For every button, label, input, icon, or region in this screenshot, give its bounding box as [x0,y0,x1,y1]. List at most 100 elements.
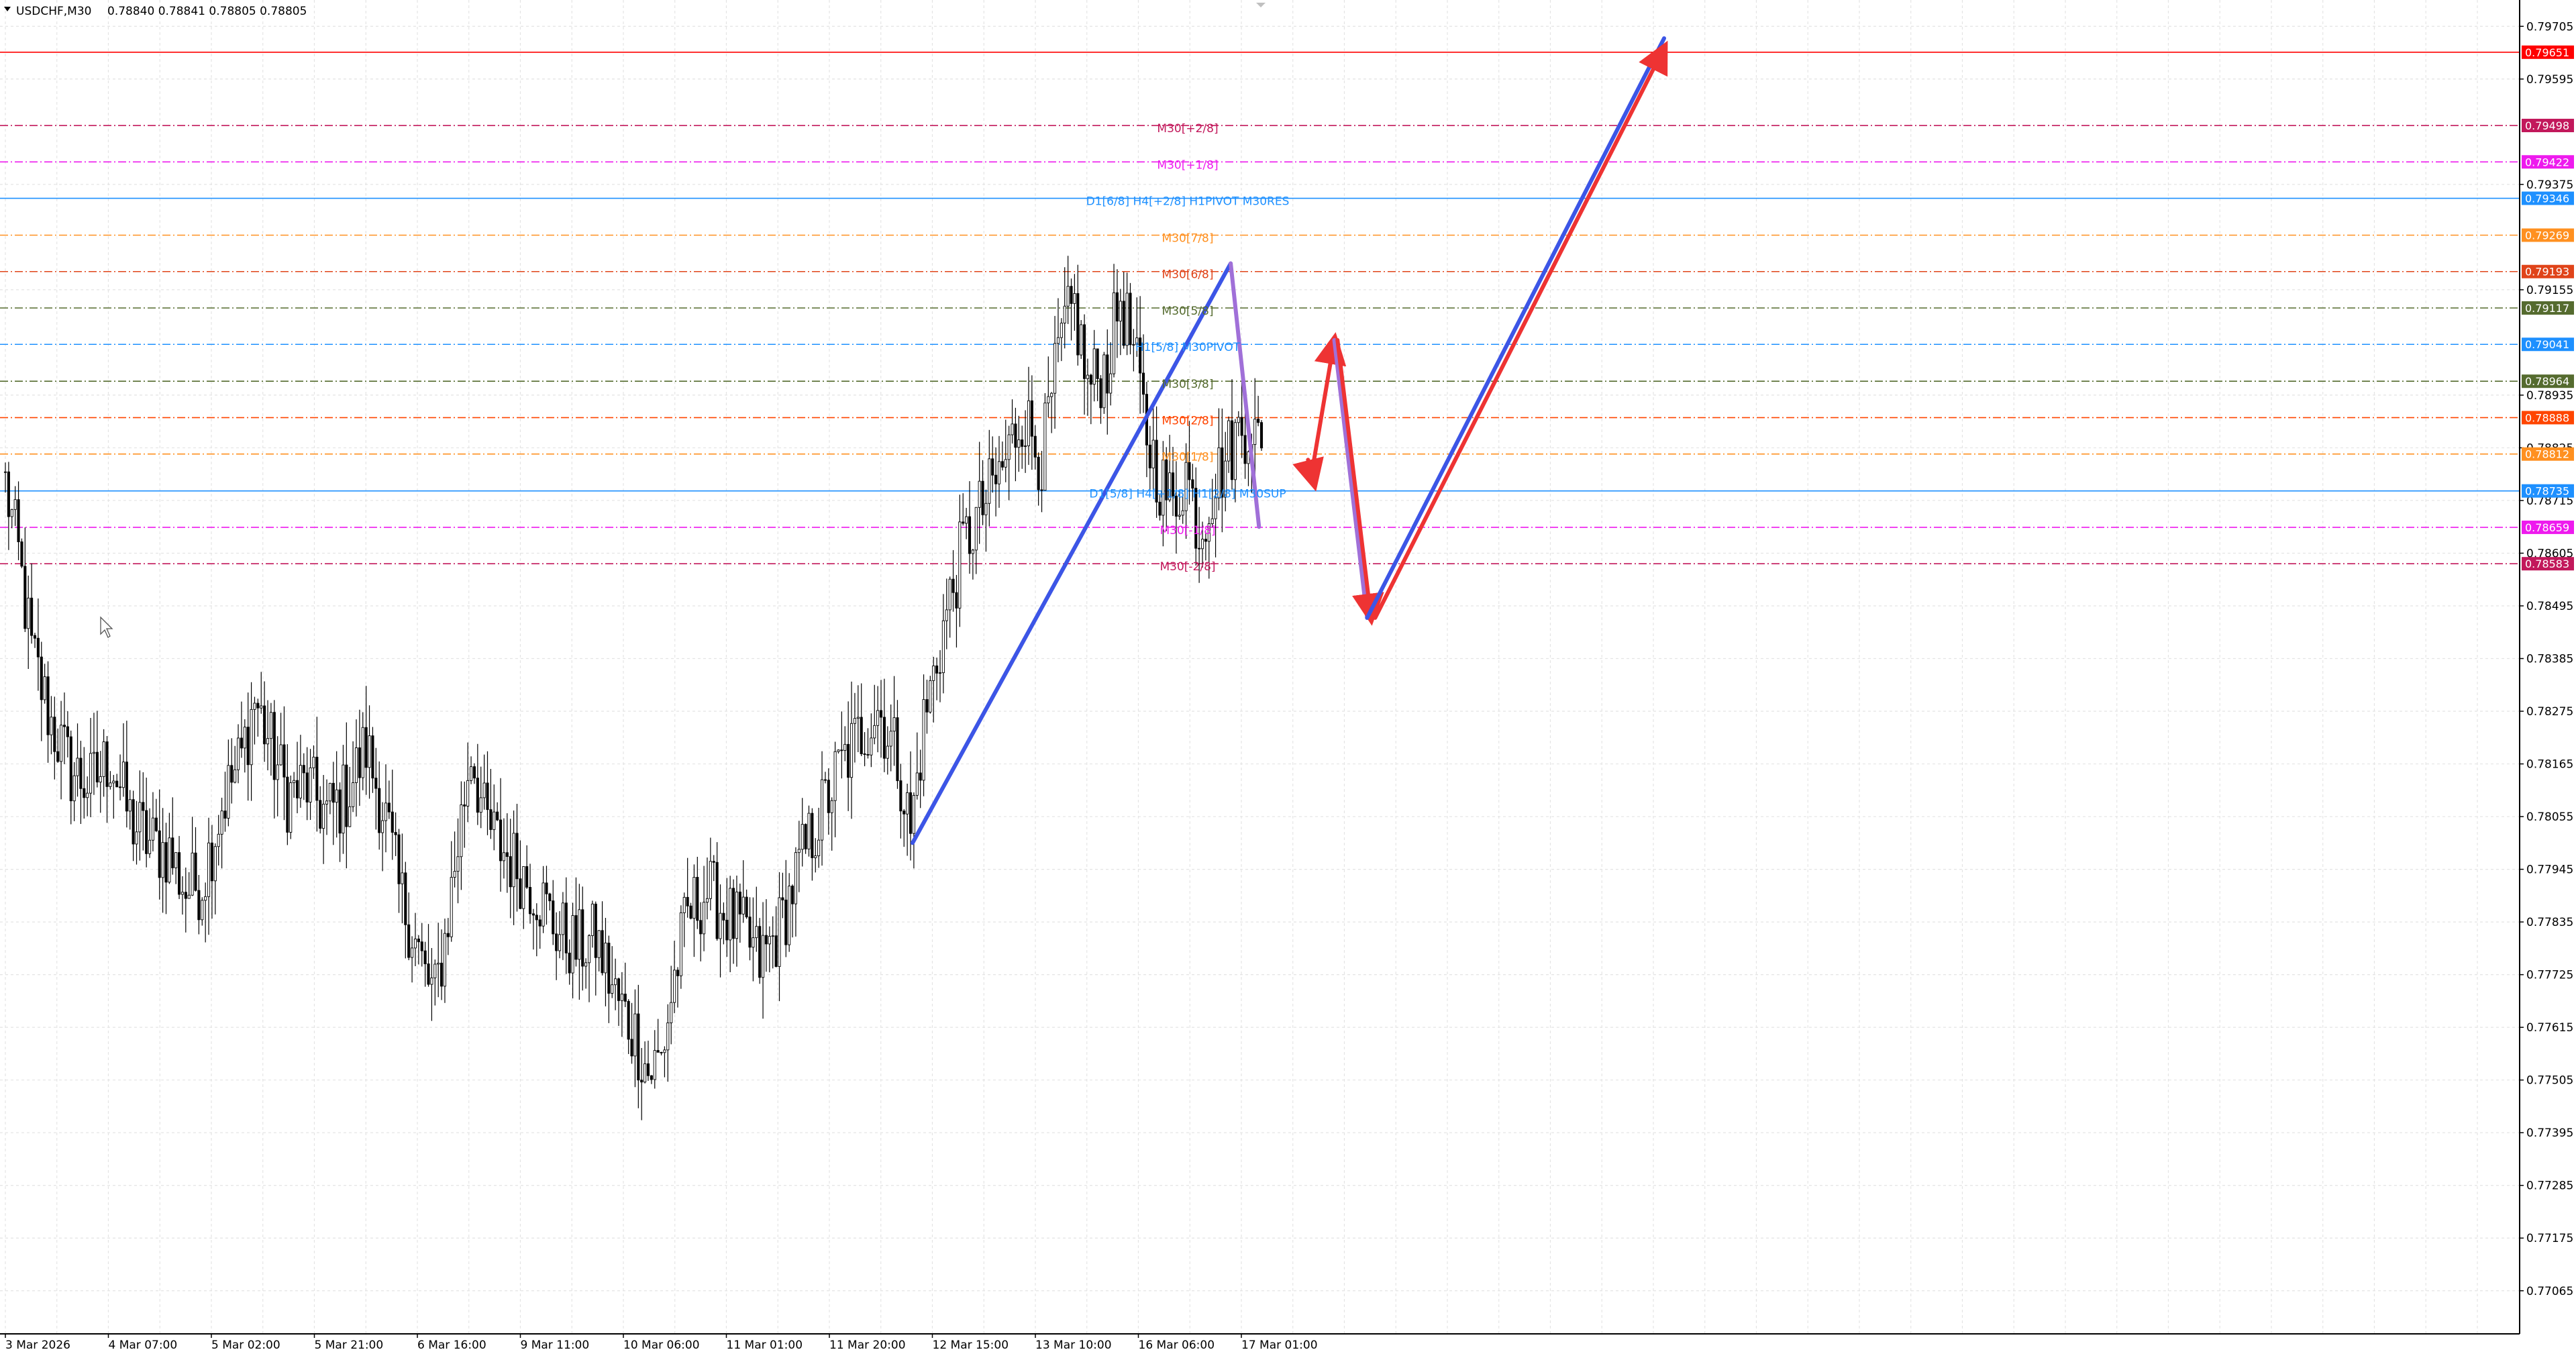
time-tick-label: 10 Mar 06:00 [623,1339,700,1352]
candle-body [1099,378,1102,409]
candle-body [531,913,535,916]
candle-body [177,852,181,895]
candle-body [1021,439,1024,447]
price-tick-label: 0.78275 [2526,705,2573,719]
candle-body [860,717,863,754]
candle-body [1056,337,1060,344]
candle-body [505,852,509,857]
candle-body [1053,343,1057,394]
candle-body [282,744,286,778]
candle-body [863,753,866,755]
candle-body [703,902,706,935]
candle-body [194,852,197,891]
candle-body [1243,435,1247,464]
price-tag-label: 0.78735 [2525,485,2569,498]
candle-body [692,877,696,919]
candle-body [1210,518,1214,524]
time-tick-label: 5 Mar 21:00 [315,1339,384,1352]
candle-body [909,792,913,834]
candle-body [246,727,250,766]
price-tag [2522,520,2574,534]
candle-body [925,699,929,713]
candle-body [305,772,309,802]
candle-body [269,712,272,739]
candle-body [56,751,60,762]
candle-body [519,878,522,909]
candle-body [873,725,876,739]
candle-body [886,745,889,759]
candle-body [397,834,401,884]
time-tick-label: 16 Mar 06:00 [1139,1339,1215,1352]
candle-body [643,1063,647,1083]
candle-body [433,963,437,978]
candle-body [53,717,56,752]
level-label: M30[+2/8] [1157,122,1218,136]
candle-body [988,458,991,504]
candle-body [1047,396,1050,404]
candle-body [66,726,69,737]
candle-body [99,776,102,783]
candle-body [1000,461,1004,468]
candle-body [302,765,305,774]
candle-body [705,898,709,903]
candle-body [430,978,433,985]
candle-body [1007,434,1011,460]
candle-body [50,717,53,735]
time-axis[interactable]: 3 Mar 2026 4 Mar 07:00 5 Mar 02:00 5 Mar 21… [5,1334,1318,1352]
candle-body [79,758,83,789]
candle-body [912,794,915,834]
time-tick-label: 11 Mar 01:00 [727,1339,803,1352]
candle-body [470,766,473,781]
price-axis[interactable]: 0.79705 0.79595 0.79375 0.79155 0.78935 0.788… [2520,20,2573,1298]
candle-body [197,890,201,921]
dropdown-arrow-icon[interactable] [4,7,11,11]
candle-body [309,767,312,802]
candle-body [929,680,932,713]
projection-line [1335,337,1384,626]
candle-body [315,756,319,801]
candle-body [279,744,282,766]
candle-body [119,786,122,788]
candle-body [17,499,20,542]
candle-body [1168,472,1172,501]
candle-body [62,725,66,727]
candle-body [1224,460,1227,498]
candle-body [745,896,748,918]
candle-body [528,886,532,915]
price-tag [2522,411,2574,425]
price-tag-label: 0.79193 [2525,266,2569,278]
candle-body [371,735,374,779]
candle-body [92,751,96,754]
candle-body [293,780,296,784]
candle-body [558,934,562,951]
candle-body [607,943,611,994]
candle-body [1214,497,1217,519]
candle-body [289,782,293,833]
candle-body [1207,523,1210,542]
candle-body [207,842,211,897]
candle-body [1198,547,1201,550]
candle-body [164,842,168,883]
candle-body [1037,456,1040,490]
candle-body [33,635,37,639]
price-tag [2522,301,2574,315]
candle-body [814,855,817,858]
price-tick-label: 0.79155 [2526,284,2573,297]
candle-body [1141,372,1145,395]
candle-body [679,912,682,976]
scroll-marker-icon[interactable] [1256,3,1266,7]
chart-header: USDCHF,M30 0.78840 0.78841 0.78805 0.788… [4,5,307,18]
price-tags: 0.79651 0.79498 0.79422 0.79346 0.79269 0.791… [2522,45,2574,571]
candle-body [1237,417,1240,423]
candle-body [1181,510,1184,516]
candle-body [1017,439,1021,448]
candle-body [738,891,741,915]
candle-body [689,905,692,919]
candle-body [499,819,503,862]
price-tick-label: 0.78495 [2526,600,2573,613]
candle-body [817,839,821,857]
candle-body [997,461,1001,484]
candle-body [83,788,86,798]
